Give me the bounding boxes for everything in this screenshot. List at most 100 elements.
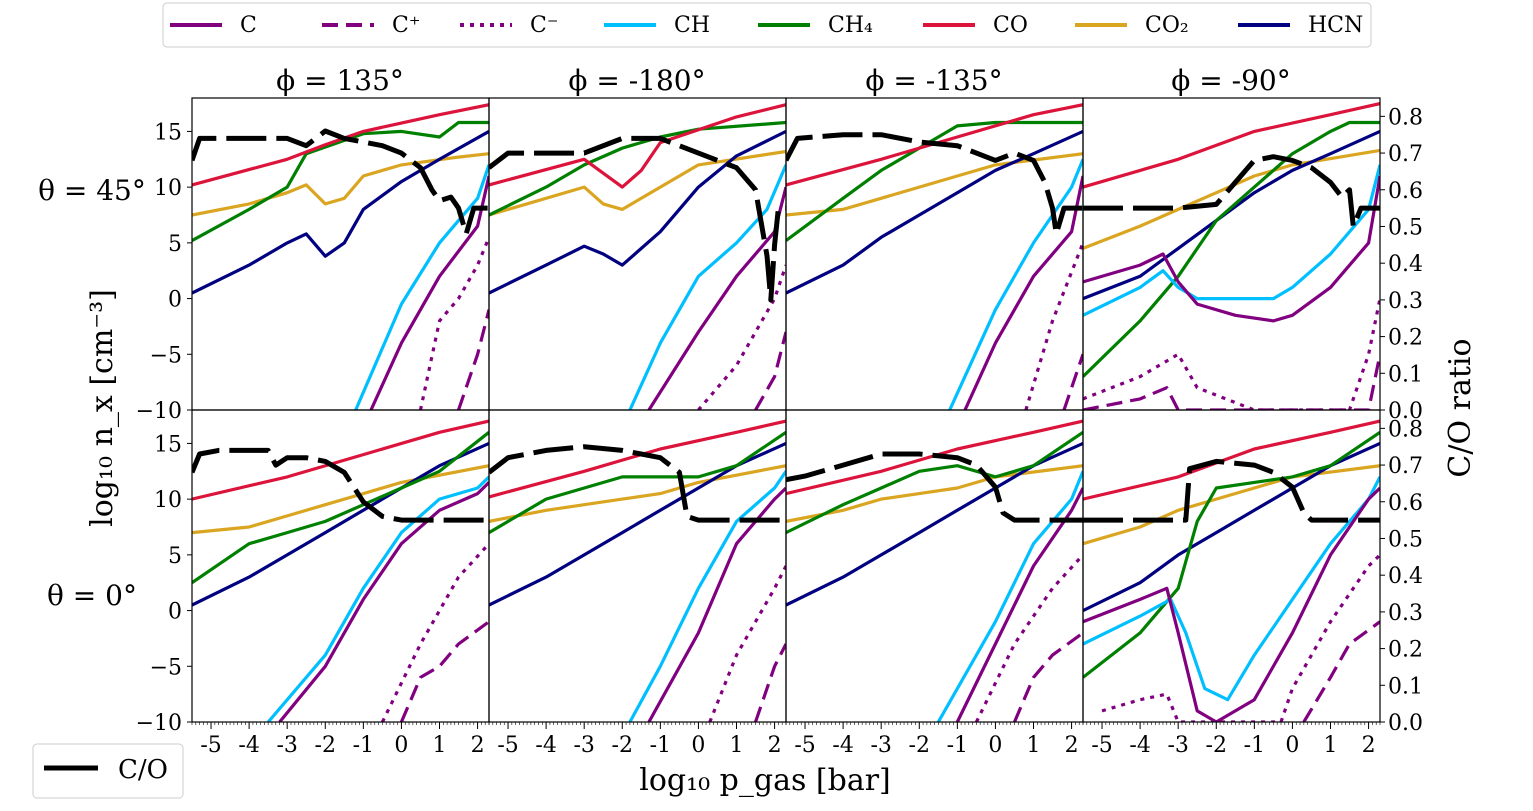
xtick-label-3-6: 1	[1324, 733, 1338, 758]
series-CH-0-2	[948, 158, 1083, 410]
legend-label-6: CO₂	[1145, 13, 1189, 38]
xtick-label-0-7: 2	[471, 733, 485, 758]
panel-1-3	[1083, 419, 1380, 722]
co-legend-frame	[32, 743, 184, 799]
series-co-ratio-0-2	[786, 132, 1083, 237]
legend-label-0: C	[240, 13, 257, 38]
series-HCN-1-2	[786, 441, 1083, 607]
panel-1-1	[489, 419, 786, 722]
y-axis-label-right: C/O ratio	[1443, 338, 1478, 477]
series-HCN-1-0	[192, 441, 489, 607]
xtick-label-0-0: -5	[200, 733, 221, 758]
xtick-label-3-1: -4	[1129, 733, 1150, 758]
xtick-label-1-4: -1	[650, 733, 671, 758]
ytick-label-1-4: 10	[154, 488, 182, 513]
series-CH-0-0	[354, 164, 489, 410]
series-Cm-0-2	[1024, 242, 1083, 410]
col-title-1: ϕ = -180°	[568, 64, 705, 97]
xtick-label-0-5: 0	[394, 733, 408, 758]
xtick-label-1-1: -4	[535, 733, 556, 758]
series-CH4-1-3	[1083, 430, 1380, 679]
xtick-label-3-2: -3	[1167, 733, 1188, 758]
col-title-0: ϕ = 135°	[276, 64, 404, 97]
ytick-label-1-1: −5	[150, 655, 182, 680]
xtick-label-1-5: 0	[691, 733, 705, 758]
series-Cm-1-1	[708, 565, 786, 722]
series-Cp-1-3	[1302, 620, 1380, 722]
ytick-right-label-1-0: 0.0	[1388, 711, 1423, 736]
xtick-label-3-4: -1	[1244, 733, 1265, 758]
xtick-label-0-6: 1	[433, 733, 447, 758]
series-CO-1-2	[786, 419, 1083, 496]
series-CO2-0-2	[786, 152, 1083, 217]
ytick-right-label-0-5: 0.5	[1388, 215, 1423, 240]
ytick-label-0-2: 0	[168, 288, 182, 313]
series-C-0-3	[1083, 175, 1380, 323]
ytick-label-0-5: 15	[154, 120, 182, 145]
series-CH4-1-1	[489, 430, 786, 534]
xtick-label-1-6: 1	[730, 733, 744, 758]
panel-frame-1-3	[1082, 409, 1381, 723]
series-CH4-1-2	[786, 430, 1083, 535]
series-CO2-1-2	[786, 464, 1083, 523]
series-HCN-1-3	[1083, 441, 1380, 613]
series-Cp-0-2	[1062, 353, 1083, 410]
series-CH-1-1	[628, 470, 786, 722]
series-CH-0-3	[1083, 164, 1380, 317]
legend-label-7: HCN	[1308, 13, 1363, 38]
series-co-ratio-0-1	[489, 135, 786, 303]
series-Cp-0-0	[456, 309, 489, 410]
panel-1-2	[786, 419, 1083, 722]
series-CH-1-2	[936, 470, 1083, 722]
ytick-right-label-1-3: 0.3	[1388, 601, 1423, 626]
legend-label-4: CH₄	[828, 13, 873, 38]
ytick-right-label-0-6: 0.6	[1388, 179, 1423, 204]
ytick-right-label-1-4: 0.4	[1388, 564, 1423, 589]
panel-0-0	[192, 103, 489, 410]
xtick-label-3-3: -2	[1206, 733, 1227, 758]
ytick-right-label-1-2: 0.2	[1388, 638, 1423, 663]
series-CH4-0-3	[1083, 120, 1380, 378]
ytick-right-label-0-4: 0.4	[1388, 252, 1423, 277]
xtick-label-0-4: -1	[353, 733, 374, 758]
series-CH-1-3	[1083, 476, 1380, 702]
xtick-label-2-4: -1	[947, 733, 968, 758]
panel-frame-0-3	[1082, 97, 1381, 411]
ytick-right-label-0-3: 0.3	[1388, 289, 1423, 314]
series-co-ratio-0-0	[192, 128, 489, 237]
ytick-right-label-1-7: 0.7	[1388, 454, 1423, 479]
ytick-label-0-1: −5	[150, 343, 182, 368]
xtick-label-2-6: 1	[1027, 733, 1041, 758]
series-Cm-1-0	[380, 542, 489, 722]
ytick-label-1-2: 0	[168, 600, 182, 625]
ytick-label-1-3: 5	[168, 544, 182, 569]
col-title-3: ϕ = -90°	[1171, 64, 1290, 97]
series-Cp-1-2	[1013, 631, 1083, 722]
series-co-ratio-1-0	[192, 447, 489, 523]
legend-label-5: CO	[993, 13, 1028, 38]
panel-frame-1-0	[191, 409, 490, 723]
series-co-ratio-0-3	[1083, 154, 1380, 229]
row-title-1: θ = 0°	[47, 579, 137, 612]
series-C-1-2	[955, 487, 1083, 722]
series-CO2-1-3	[1083, 464, 1380, 546]
ytick-right-label-0-0: 0.0	[1388, 399, 1423, 424]
xtick-label-2-0: -5	[794, 733, 815, 758]
xtick-label-3-0: -5	[1091, 733, 1112, 758]
panel-0-1	[489, 103, 786, 410]
xtick-label-1-7: 2	[768, 733, 782, 758]
ytick-right-label-1-1: 0.1	[1388, 674, 1423, 699]
series-Cp-0-3	[1083, 353, 1380, 410]
row-title-0: θ = 45°	[38, 174, 146, 207]
series-C-1-1	[647, 486, 786, 722]
series-CO-0-0	[192, 103, 489, 187]
panel-0-2	[786, 103, 1083, 410]
xtick-label-0-2: -3	[276, 733, 297, 758]
series-CO-1-3	[1083, 419, 1380, 501]
series-HCN-0-1	[489, 129, 786, 295]
series-CO-1-0	[192, 419, 489, 501]
series-Cm-0-0	[418, 236, 489, 410]
ytick-right-label-0-2: 0.2	[1388, 326, 1423, 351]
series-C-0-2	[963, 175, 1083, 410]
